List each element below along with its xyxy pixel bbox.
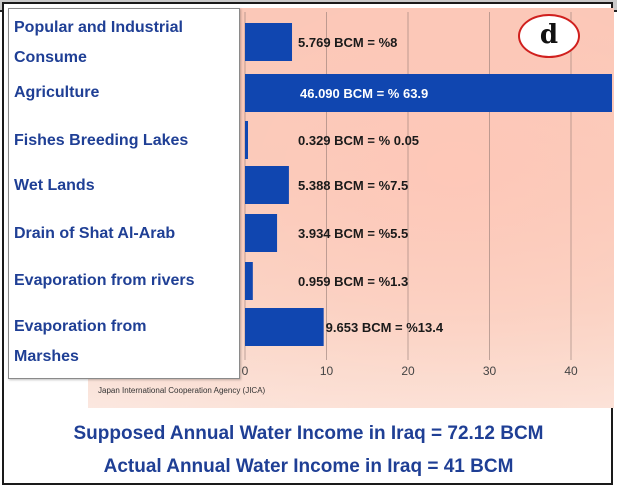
bar-data-label: 0.329 BCM = % 0.05 (298, 133, 419, 148)
category-label: Popular and Industrial Consume (14, 19, 183, 66)
bar (245, 262, 253, 300)
x-tick-label: 10 (320, 364, 334, 378)
category-label: Evaporation from rivers (14, 272, 195, 289)
bar (245, 308, 324, 346)
supposed-income-text: Supposed Annual Water Income in Iraq = 7… (73, 423, 544, 444)
category-label: Agriculture (14, 84, 100, 101)
bar (245, 74, 612, 112)
bar-data-label: 0.959 BCM = %1.3 (298, 274, 408, 289)
category-label-box (8, 8, 240, 379)
bar (245, 166, 289, 204)
actual-income-text: Actual Annual Water Income in Iraq = 41 … (103, 456, 514, 477)
x-tick-label: 0 (242, 364, 249, 378)
category-label: Fishes Breeding Lakes (14, 132, 189, 149)
x-tick-label: 30 (483, 364, 497, 378)
category-label: Wet Lands (14, 177, 95, 194)
bar-data-label: 46.090 BCM = % 63.9 (300, 86, 428, 101)
bar (245, 121, 248, 159)
x-tick-label: 40 (564, 364, 578, 378)
category-label: Evaporation from Marshes (14, 318, 147, 365)
category-label: Drain of Shat Al-Arab (14, 225, 176, 242)
bar-data-label: 9.653 BCM = %13.4 (326, 320, 444, 335)
source-note: Japan International Cooperation Agency (… (98, 386, 266, 395)
bar (245, 23, 293, 61)
bar (245, 214, 278, 252)
panel-label-badge: d (518, 14, 580, 58)
bar-data-label: 3.934 BCM = %5.5 (298, 226, 408, 241)
bar-data-label: 5.769 BCM = %8 (298, 35, 397, 50)
x-tick-label: 20 (401, 364, 415, 378)
bar-data-label: 5.388 BCM = %7.5 (298, 178, 408, 193)
